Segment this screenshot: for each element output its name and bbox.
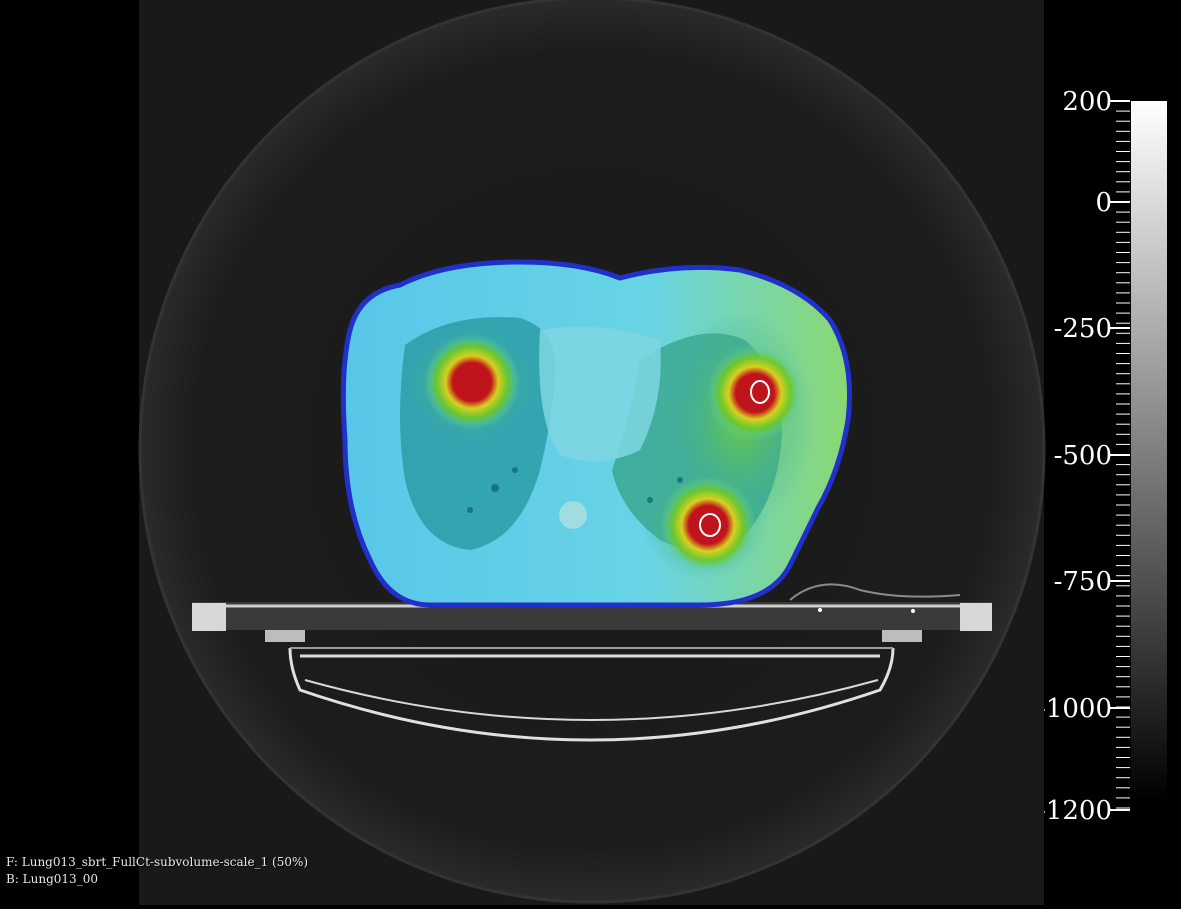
cable (789, 583, 961, 601)
colorbar-label: -250 (1054, 314, 1112, 344)
target-1 (424, 334, 520, 430)
colorbar-label: -1000 (1044, 694, 1112, 724)
background-volume-label: B: Lung013_00 (6, 872, 98, 886)
ct-couch (192, 602, 992, 742)
colorbar-label: -500 (1054, 441, 1112, 471)
colorbar-label: -750 (1054, 567, 1112, 597)
colorbar-label: -1200 (1044, 796, 1112, 826)
foreground-volume-label: F: Lung013_sbrt_FullCt-subvolume-scale_1… (6, 855, 309, 869)
colorbar-gradient (1131, 101, 1167, 801)
colorbar: 200 0 -250 -500 -750 -1000 -1200 (1037, 0, 1181, 905)
target-2 (707, 345, 803, 441)
colorbar-label: 0 (1095, 188, 1112, 218)
patient-body (340, 259, 852, 608)
target-3 (660, 477, 756, 573)
colorbar-scale: 200 0 -250 -500 -750 -1000 -1200 (1037, 87, 1167, 826)
contour-target-2 (750, 380, 770, 404)
colorbar-label: 200 (1062, 87, 1112, 117)
contour-target-3 (699, 513, 721, 537)
